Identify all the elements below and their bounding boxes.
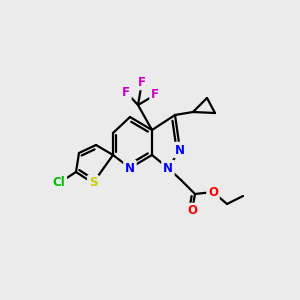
Text: F: F	[122, 85, 130, 98]
Text: N: N	[125, 161, 135, 175]
Text: S: S	[89, 176, 97, 190]
Text: Cl: Cl	[52, 176, 65, 190]
Text: N: N	[163, 161, 173, 175]
Text: O: O	[208, 185, 218, 199]
Text: F: F	[151, 88, 159, 101]
Text: N: N	[175, 143, 185, 157]
Text: F: F	[138, 76, 146, 88]
Text: O: O	[187, 205, 197, 218]
